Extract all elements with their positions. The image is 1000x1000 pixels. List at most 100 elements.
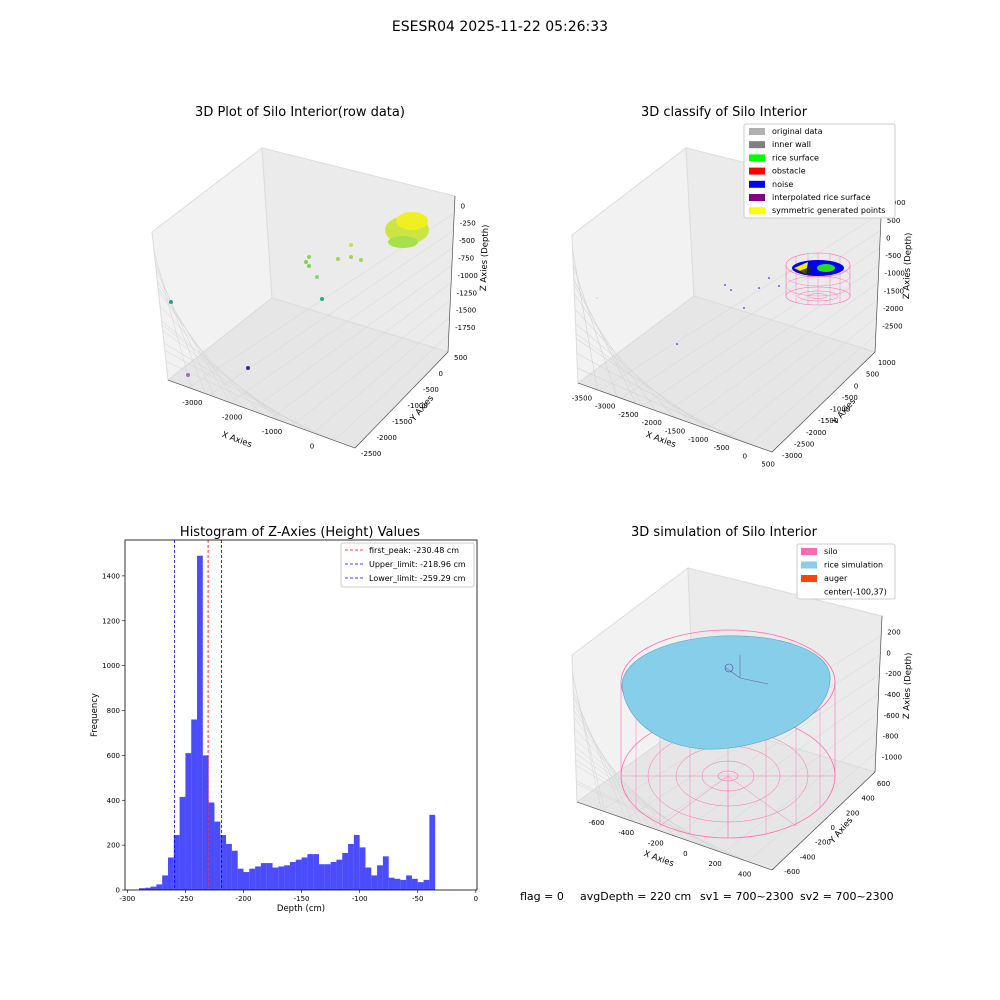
classify-legend-swatch xyxy=(749,207,765,215)
hist-bar xyxy=(191,719,198,890)
hist-ref-lines xyxy=(174,540,222,890)
hist-bar xyxy=(144,887,151,890)
raw-y-ticks: 500 0-500 -1000 -1500 -2000 -2500 xyxy=(361,354,467,458)
hist-bar xyxy=(313,854,320,890)
raw-z-tick: -1500 xyxy=(456,307,476,315)
gridline xyxy=(707,299,878,430)
classify-z-tick: 0 xyxy=(886,234,890,242)
sim-x-tick: -400 xyxy=(618,829,634,837)
raw-y-tick: -2000 xyxy=(377,434,397,442)
sim-xlabel: X Axies xyxy=(642,849,675,869)
sim-z-tick: -400 xyxy=(885,691,901,699)
raw-point xyxy=(246,366,250,370)
hist-bar xyxy=(138,888,145,890)
classify-legend-swatch xyxy=(749,128,765,135)
classify-z-tick: 500 xyxy=(887,217,900,225)
classify-x-tick: -3000 xyxy=(595,403,615,411)
classify-y-tick: -2500 xyxy=(794,440,814,448)
gridline xyxy=(574,308,676,418)
raw-y-tick: 0 xyxy=(439,370,443,378)
gridline xyxy=(576,338,714,432)
hist-x-tick: -250 xyxy=(177,895,193,903)
hist-y-tick: 1000 xyxy=(102,662,120,670)
gridline xyxy=(159,305,262,415)
raw-point xyxy=(320,297,324,301)
classify-y-ticks: 1000 500 0 -500 -1000 -1500 -2000 -2500 -3000 xyxy=(782,359,896,460)
hist-bar xyxy=(371,875,378,890)
classify-z-tick: -2500 xyxy=(882,322,902,330)
classify-gridlines xyxy=(572,213,882,446)
hist-x-tick: -300 xyxy=(119,895,135,903)
hist-bar xyxy=(162,875,168,890)
sim-z-tick: -1000 xyxy=(882,753,902,761)
sim-z-axis xyxy=(874,615,883,773)
hist-bars xyxy=(138,555,436,890)
gridline xyxy=(574,728,675,837)
hist-bar xyxy=(295,859,302,890)
sim-z-tick: -800 xyxy=(883,733,899,741)
sim-y-tick: -200 xyxy=(815,839,831,847)
gridline xyxy=(723,732,877,854)
hist-bar xyxy=(382,856,389,890)
hist-bar xyxy=(231,850,238,890)
footer-flag: flag = 0 xyxy=(520,890,564,903)
classify-y-tick: -1000 xyxy=(830,406,850,414)
hist-x-tick: 0 xyxy=(474,895,478,903)
sim-y-tick: -600 xyxy=(784,868,800,876)
sim-y-tick: -400 xyxy=(800,853,816,861)
hist-bar xyxy=(208,802,215,890)
gridline xyxy=(165,361,332,440)
hist-bar xyxy=(156,884,163,890)
classify-zlabel: Z Axies (Depth) xyxy=(902,232,914,299)
hist-bar xyxy=(173,835,180,890)
gridline xyxy=(577,367,753,446)
raw-point xyxy=(307,264,311,268)
sim-x-ticks: -600 -400 -200 0 200 400 xyxy=(589,819,752,879)
hist-bar xyxy=(255,866,261,890)
hist-bar xyxy=(417,882,424,890)
hist-xlabel: Depth (cm) xyxy=(277,904,325,914)
hist-bar xyxy=(167,857,174,890)
raw-point xyxy=(304,260,308,264)
raw-y-tick: -500 xyxy=(423,386,439,394)
hist-legend-items: first_peak: -230.48 cm Upper_limit: -218.… xyxy=(345,546,466,583)
classify-y-tick: -3000 xyxy=(782,452,802,460)
hist-x-tick: -200 xyxy=(236,895,252,903)
classify-silo-wireframe xyxy=(785,252,851,306)
classify-y-tick: -2000 xyxy=(806,429,826,437)
sim-y-tick: 600 xyxy=(877,780,890,788)
classify-legend-items: original data inner wall rice surface obsta… xyxy=(749,127,885,215)
raw-z-tick: -1000 xyxy=(457,272,477,280)
hist-bar xyxy=(202,755,209,890)
hist-y-tick: 400 xyxy=(107,797,120,805)
gridline xyxy=(576,783,748,862)
classify-z-tick: -1500 xyxy=(884,287,904,295)
hist-bar xyxy=(284,865,290,890)
hist-bar xyxy=(406,875,412,890)
gridline xyxy=(573,703,643,825)
hist-bar xyxy=(336,859,343,890)
gridline xyxy=(685,282,879,422)
raw-point xyxy=(307,255,311,259)
hist-x-tick: -100 xyxy=(352,895,368,903)
classify-z-tick: -2000 xyxy=(883,305,903,313)
classify-legend-swatch xyxy=(749,154,765,162)
gridline xyxy=(747,752,877,862)
raw-point xyxy=(349,243,353,247)
raw-z-tick: 0 xyxy=(461,202,465,210)
sim-title: 3D simulation of Silo Interior xyxy=(631,525,818,540)
raw-title: 3D Plot of Silo Interior(row data) xyxy=(195,105,405,120)
classify-x-tick: 500 xyxy=(761,461,774,469)
hist-bar xyxy=(243,872,250,890)
sim-x-tick: 400 xyxy=(738,870,751,878)
gridline xyxy=(292,299,451,426)
gridline xyxy=(573,284,643,407)
classify-legend-label: interpolated rice surface xyxy=(772,193,870,202)
sim-legend-label: auger xyxy=(824,574,848,583)
footer-avg-depth: avgDepth = 220 cm xyxy=(580,890,691,903)
raw-point-cluster-top xyxy=(396,212,428,230)
gridline xyxy=(250,265,453,411)
classify-x-tick: -3500 xyxy=(572,394,592,402)
raw-point xyxy=(349,255,353,259)
gridline xyxy=(620,230,881,399)
